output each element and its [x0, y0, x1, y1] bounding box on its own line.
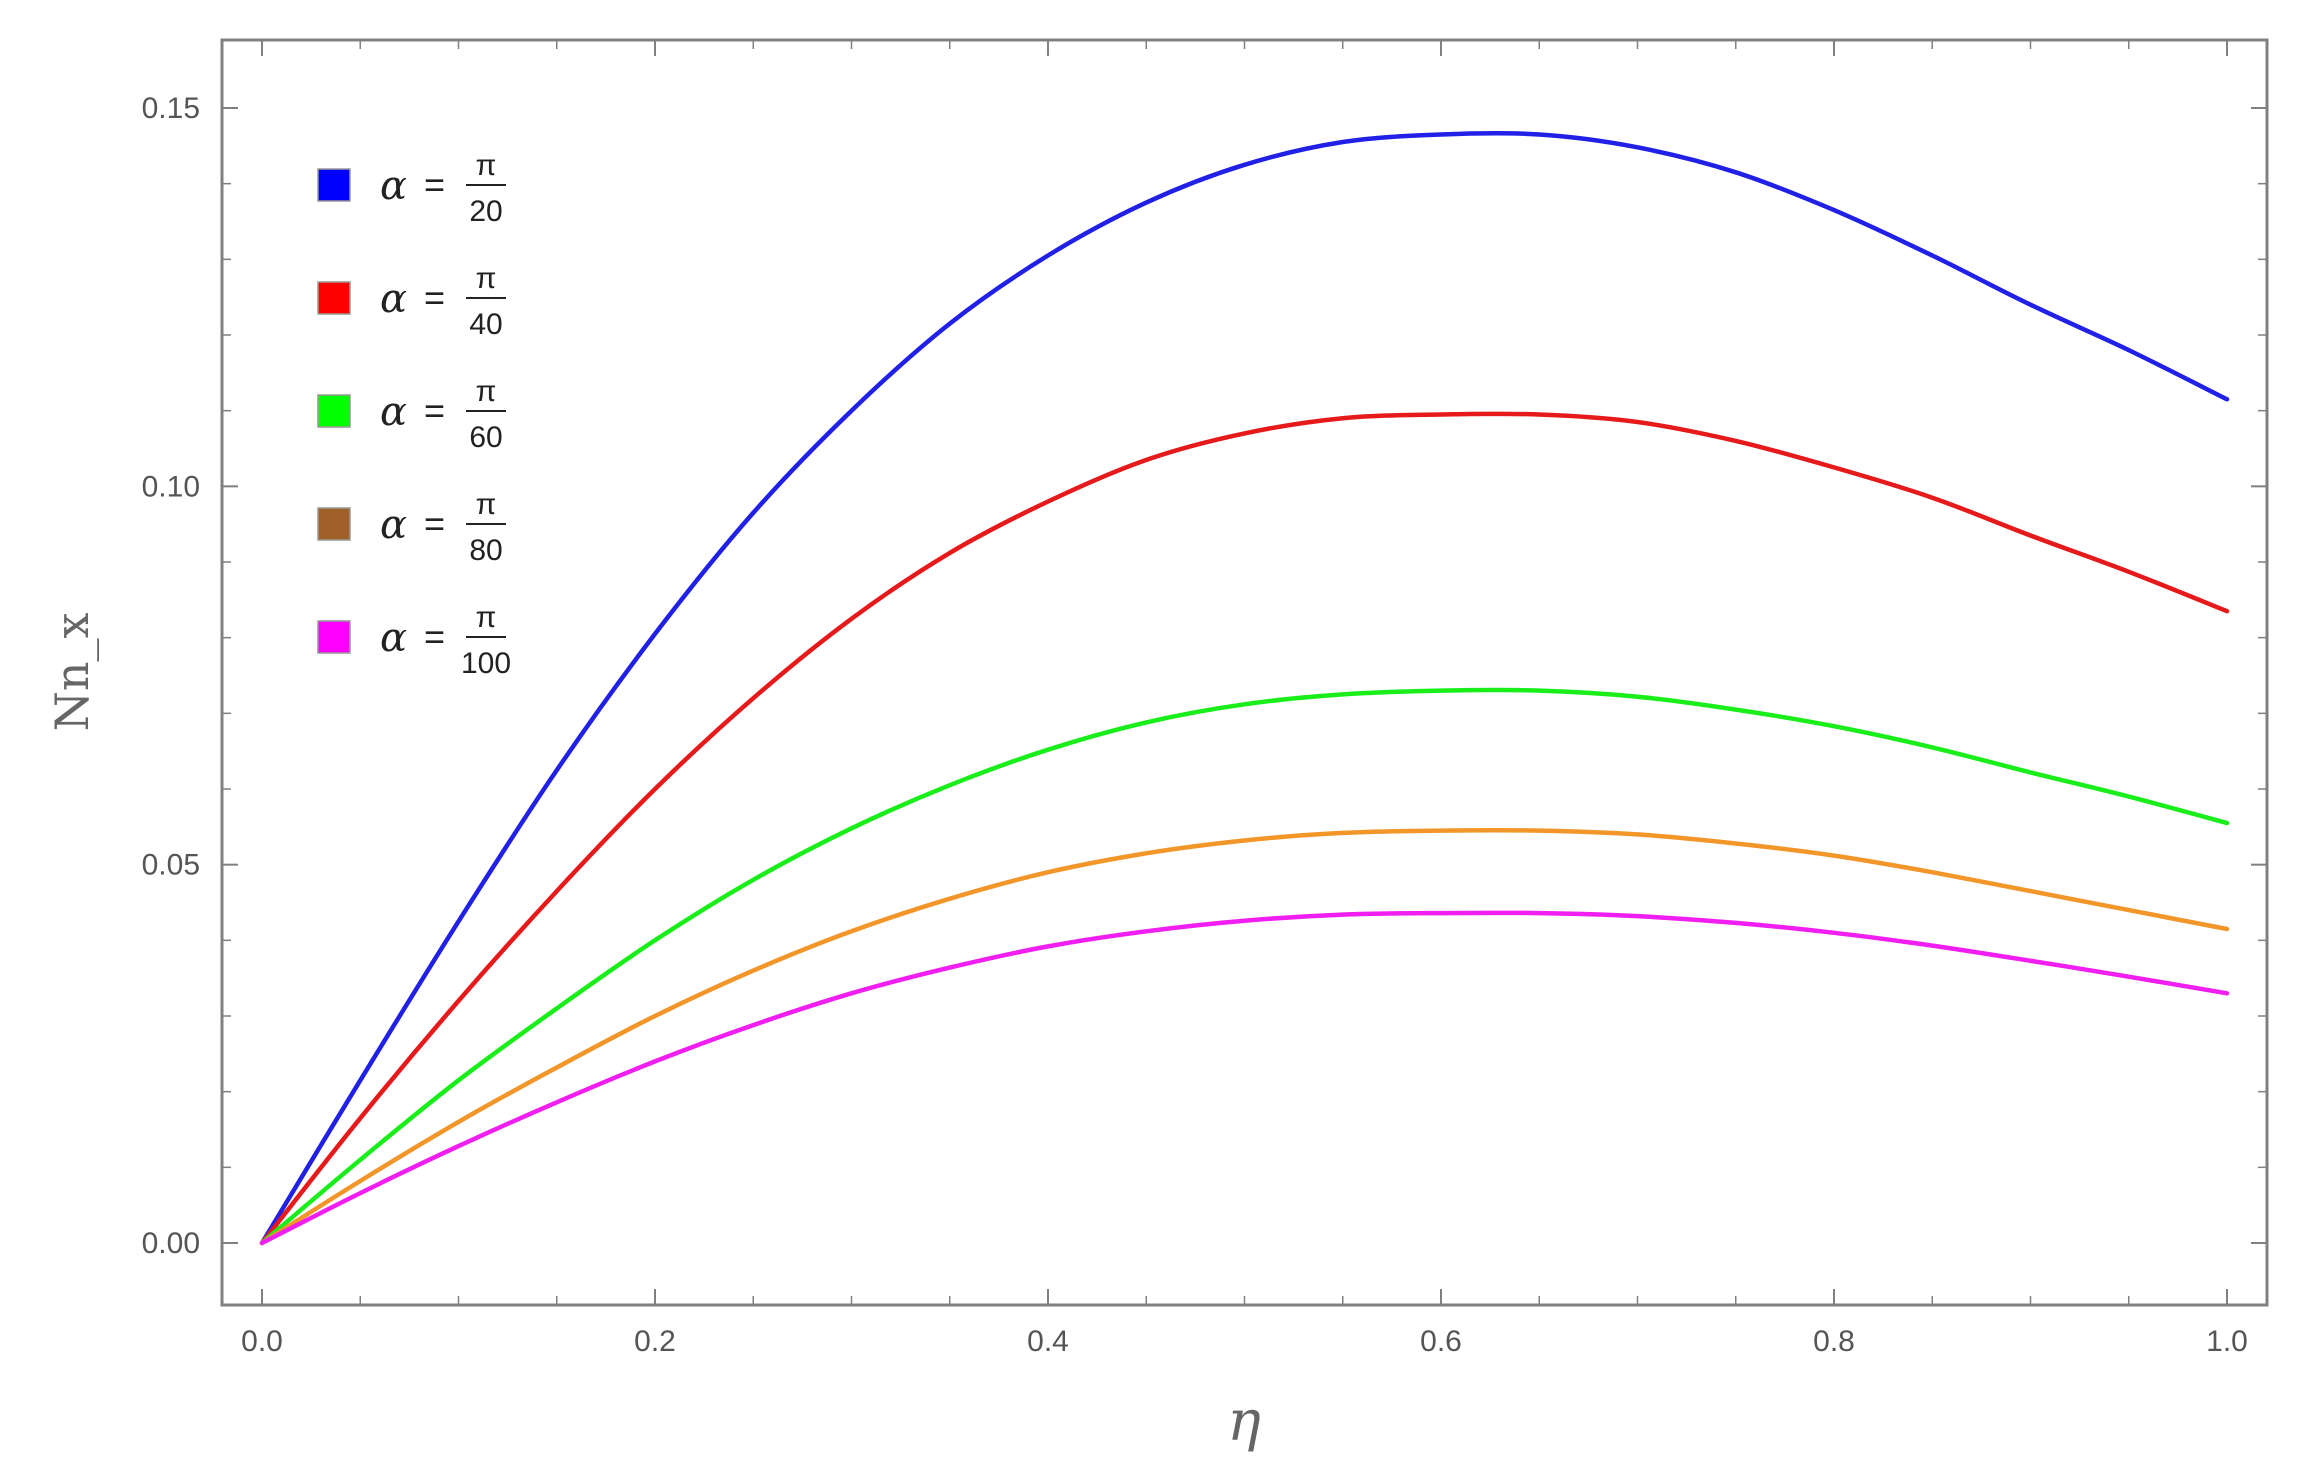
legend-denominator: 20	[469, 195, 502, 228]
legend-swatch	[317, 281, 351, 315]
legend-numerator: π	[476, 375, 497, 408]
legend-swatch	[317, 394, 351, 428]
legend: α = π 20 α = π 40 α = π 60 α = π 80 α = π 100	[317, 149, 511, 680]
legend-equals: =	[424, 277, 445, 318]
y-tick-label: 0.05	[142, 849, 200, 882]
x-tick-label: 0.0	[241, 1325, 283, 1358]
legend-equals: =	[424, 164, 445, 205]
legend-equals: =	[424, 390, 445, 431]
legend-symbol: α	[380, 502, 407, 548]
series-line-1	[259, 130, 2230, 1246]
legend-equals: =	[424, 503, 445, 544]
y-axis-title: Nn_x	[45, 613, 99, 732]
legend-swatch	[317, 168, 351, 202]
legend-symbol: α	[380, 389, 407, 435]
y-tick-label: 0.15	[142, 92, 200, 125]
legend-numerator: π	[476, 149, 497, 182]
legend-symbol: α	[380, 615, 407, 661]
legend-symbol: α	[380, 163, 407, 209]
legend-swatch	[317, 507, 351, 541]
legend-item: α = π 80	[317, 488, 506, 567]
series-line-3	[259, 687, 2230, 1246]
legend-equals: =	[424, 616, 445, 657]
legend-denominator: 80	[469, 534, 502, 567]
legend-denominator: 40	[469, 308, 502, 341]
legend-numerator: π	[476, 262, 497, 295]
legend-denominator: 100	[461, 647, 511, 680]
legend-item: α = π 40	[317, 262, 506, 341]
legend-symbol: α	[380, 276, 407, 322]
x-axis-title: η	[1227, 1389, 1261, 1454]
series-layer	[259, 130, 2230, 1246]
legend-numerator: π	[476, 488, 497, 521]
series-line-4	[259, 827, 2230, 1246]
y-tick-label: 0.10	[142, 470, 200, 503]
tick-layer: 0.0 0.2 0.4 0.6 0.8 1.0 0.00 0.05 0.10 0.15	[142, 40, 2267, 1358]
legend-item: α = π 20	[317, 149, 506, 228]
y-tick-label: 0.00	[142, 1227, 200, 1260]
x-tick-label: 0.6	[1420, 1325, 1462, 1358]
legend-item: α = π 60	[317, 375, 506, 454]
legend-numerator: π	[476, 601, 497, 634]
x-tick-label: 0.2	[634, 1325, 676, 1358]
legend-item: α = π 100	[317, 601, 511, 680]
series-line-5	[259, 910, 2230, 1246]
x-tick-label: 0.4	[1027, 1325, 1069, 1358]
legend-denominator: 60	[469, 421, 502, 454]
x-tick-label: 1.0	[2206, 1325, 2248, 1358]
x-tick-label: 0.8	[1813, 1325, 1855, 1358]
legend-swatch	[317, 620, 351, 654]
series-line-2	[259, 411, 2230, 1246]
